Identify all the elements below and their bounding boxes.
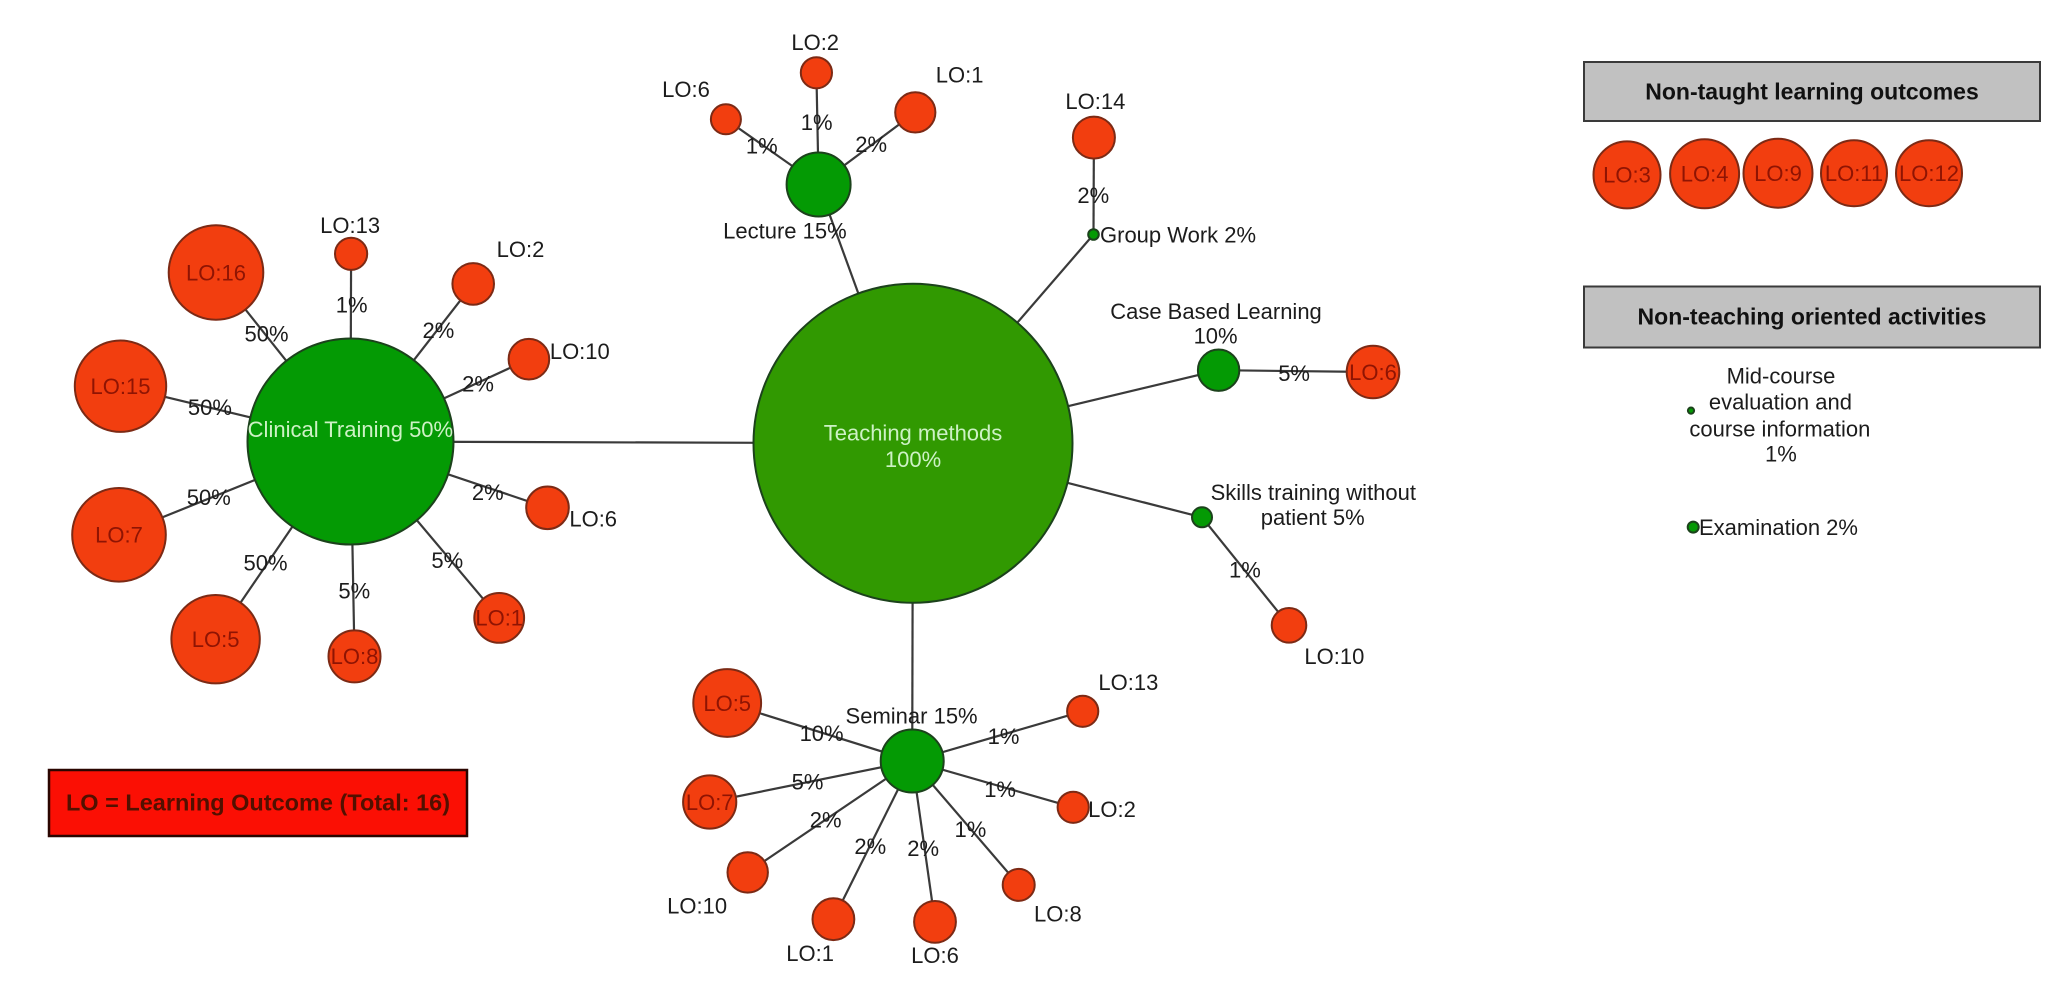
svg-text:50%: 50% xyxy=(243,551,287,576)
svg-text:course information: course information xyxy=(1689,416,1870,441)
svg-text:Non-teaching oriented activiti: Non-teaching oriented activities xyxy=(1638,304,1987,330)
svg-text:1%: 1% xyxy=(988,724,1020,749)
svg-text:2%: 2% xyxy=(854,834,886,859)
svg-text:10%: 10% xyxy=(1194,324,1238,349)
svg-text:Non-taught learning outcomes: Non-taught learning outcomes xyxy=(1645,78,1979,104)
svg-text:LO:2: LO:2 xyxy=(791,30,839,55)
svg-text:LO:10: LO:10 xyxy=(1304,644,1364,669)
svg-text:LO:1: LO:1 xyxy=(936,63,984,88)
svg-text:5%: 5% xyxy=(338,579,370,604)
svg-text:1%: 1% xyxy=(1765,441,1797,466)
svg-text:2%: 2% xyxy=(462,371,494,396)
svg-text:LO:6: LO:6 xyxy=(911,943,959,968)
svg-text:2%: 2% xyxy=(472,480,504,505)
svg-text:50%: 50% xyxy=(187,485,231,510)
svg-text:LO:9: LO:9 xyxy=(1754,161,1802,186)
svg-text:5%: 5% xyxy=(431,548,463,573)
svg-text:LO:12: LO:12 xyxy=(1899,161,1959,186)
svg-text:LO:16: LO:16 xyxy=(186,260,246,285)
svg-text:LO:1: LO:1 xyxy=(786,941,834,966)
svg-text:Examination 2%: Examination 2% xyxy=(1699,515,1858,540)
svg-text:2%: 2% xyxy=(423,318,455,343)
svg-text:5%: 5% xyxy=(792,770,824,795)
svg-text:LO:6: LO:6 xyxy=(662,77,710,102)
svg-text:LO:2: LO:2 xyxy=(1088,797,1136,822)
svg-text:LO:5: LO:5 xyxy=(703,691,751,716)
svg-text:Case Based Learning: Case Based Learning xyxy=(1110,299,1322,324)
svg-text:Mid-course: Mid-course xyxy=(1727,363,1836,388)
svg-text:LO:11: LO:11 xyxy=(1825,161,1883,186)
svg-text:LO:8: LO:8 xyxy=(1034,902,1082,927)
svg-text:LO:5: LO:5 xyxy=(192,627,240,652)
svg-text:LO:4: LO:4 xyxy=(1681,162,1729,187)
svg-text:LO:3: LO:3 xyxy=(1603,163,1651,188)
svg-text:100%: 100% xyxy=(885,447,941,472)
svg-text:Group Work 2%: Group Work 2% xyxy=(1100,222,1256,247)
svg-text:LO:7: LO:7 xyxy=(95,523,143,548)
svg-text:2%: 2% xyxy=(810,808,842,833)
svg-text:2%: 2% xyxy=(855,132,887,157)
svg-text:1%: 1% xyxy=(984,777,1016,802)
svg-text:5%: 5% xyxy=(1278,361,1310,386)
svg-text:Lecture 15%: Lecture 15% xyxy=(723,219,847,244)
svg-text:LO:6: LO:6 xyxy=(569,507,617,532)
svg-text:1%: 1% xyxy=(336,293,368,318)
svg-text:1%: 1% xyxy=(1229,557,1261,582)
svg-text:LO:15: LO:15 xyxy=(91,374,151,399)
svg-text:Seminar 15%: Seminar 15% xyxy=(846,704,978,729)
svg-text:50%: 50% xyxy=(188,395,232,420)
svg-text:LO = Learning Outcome (Total:: LO = Learning Outcome (Total: 16) xyxy=(66,789,450,815)
svg-text:Skills training without: Skills training without xyxy=(1211,480,1416,505)
svg-text:LO:7: LO:7 xyxy=(686,790,734,815)
svg-text:LO:10: LO:10 xyxy=(667,893,727,918)
svg-text:2%: 2% xyxy=(907,836,939,861)
svg-text:LO:13: LO:13 xyxy=(320,213,380,238)
svg-text:1%: 1% xyxy=(801,110,833,135)
svg-text:2%: 2% xyxy=(1077,183,1109,208)
svg-text:LO:10: LO:10 xyxy=(550,339,610,364)
svg-text:LO:13: LO:13 xyxy=(1098,670,1158,695)
svg-text:10%: 10% xyxy=(800,721,844,746)
svg-text:Teaching methods: Teaching methods xyxy=(824,420,1003,445)
svg-text:LO:6: LO:6 xyxy=(1349,360,1397,385)
svg-text:LO:1: LO:1 xyxy=(475,606,523,631)
svg-text:Clinical Training 50%: Clinical Training 50% xyxy=(248,417,453,442)
svg-text:evaluation and: evaluation and xyxy=(1709,389,1852,414)
svg-text:LO:2: LO:2 xyxy=(497,237,545,262)
svg-text:50%: 50% xyxy=(244,322,288,347)
svg-text:LO:14: LO:14 xyxy=(1065,89,1125,114)
svg-text:patient 5%: patient 5% xyxy=(1261,505,1365,530)
svg-text:LO:8: LO:8 xyxy=(331,644,379,669)
svg-text:1%: 1% xyxy=(955,817,987,842)
svg-text:1%: 1% xyxy=(746,134,778,159)
